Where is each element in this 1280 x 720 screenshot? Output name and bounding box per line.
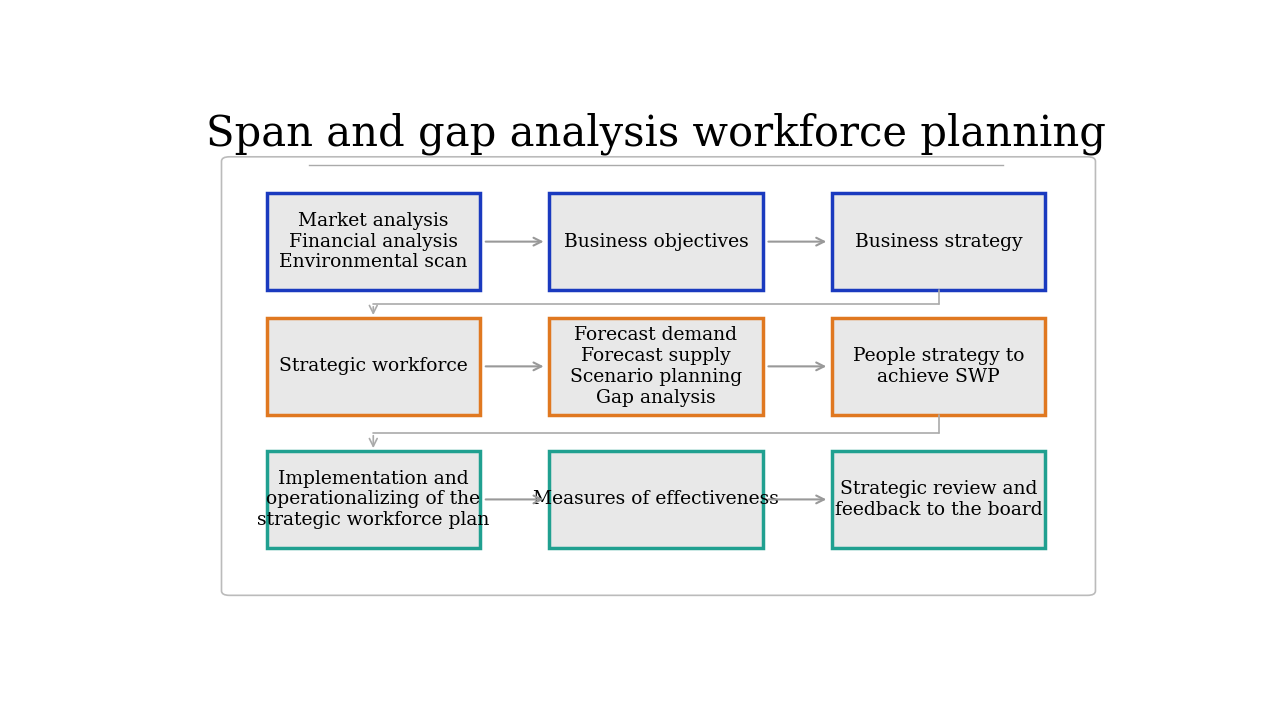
- FancyBboxPatch shape: [832, 318, 1046, 415]
- Text: Strategic workforce: Strategic workforce: [279, 357, 467, 375]
- Text: Measures of effectiveness: Measures of effectiveness: [532, 490, 780, 508]
- FancyBboxPatch shape: [266, 193, 480, 290]
- Text: Forecast demand
Forecast supply
Scenario planning
Gap analysis: Forecast demand Forecast supply Scenario…: [570, 326, 742, 407]
- Text: Business strategy: Business strategy: [855, 233, 1023, 251]
- FancyBboxPatch shape: [832, 451, 1046, 548]
- FancyBboxPatch shape: [832, 193, 1046, 290]
- FancyBboxPatch shape: [549, 193, 763, 290]
- FancyBboxPatch shape: [549, 451, 763, 548]
- FancyBboxPatch shape: [221, 157, 1096, 595]
- Text: People strategy to
achieve SWP: People strategy to achieve SWP: [852, 347, 1024, 386]
- FancyBboxPatch shape: [549, 318, 763, 415]
- Text: Business objectives: Business objectives: [563, 233, 749, 251]
- FancyBboxPatch shape: [266, 451, 480, 548]
- FancyBboxPatch shape: [266, 318, 480, 415]
- Text: Strategic review and
feedback to the board: Strategic review and feedback to the boa…: [835, 480, 1042, 519]
- Text: Implementation and
operationalizing of the
strategic workforce plan: Implementation and operationalizing of t…: [257, 469, 489, 529]
- Text: Market analysis
Financial analysis
Environmental scan: Market analysis Financial analysis Envir…: [279, 212, 467, 271]
- Text: Span and gap analysis workforce planning: Span and gap analysis workforce planning: [206, 112, 1106, 155]
